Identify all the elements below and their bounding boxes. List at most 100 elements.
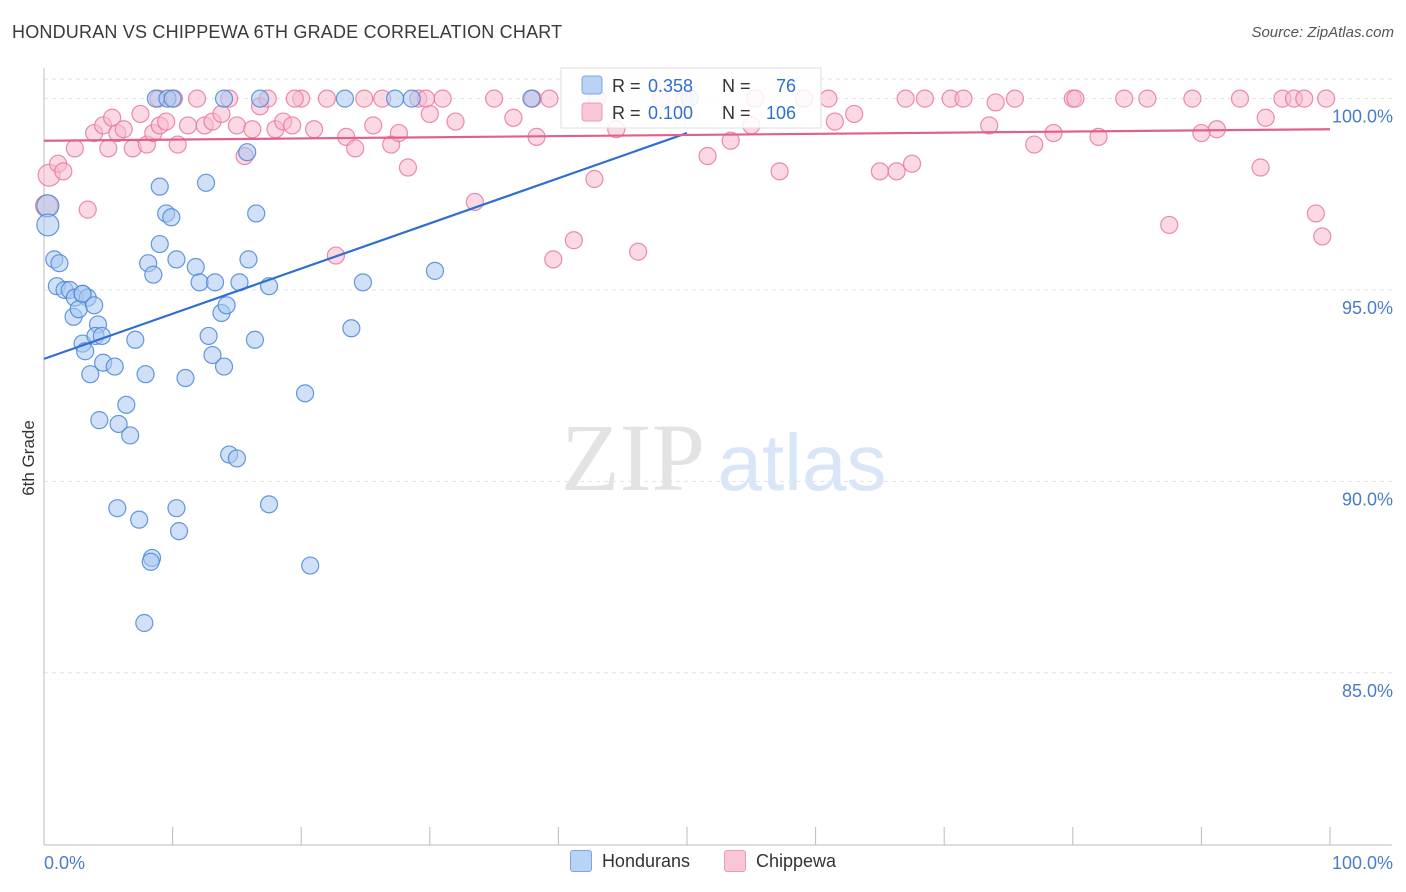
watermark: ZIP atlas: [561, 404, 886, 511]
legend-swatch-hondurans: [569, 850, 592, 872]
stats-box-background: [560, 67, 822, 129]
chippewa-point: [283, 116, 302, 135]
hondurans-point: [109, 414, 128, 434]
chippewa-point: [887, 162, 906, 181]
chippewa-point: [896, 89, 915, 108]
chippewa-point: [1256, 108, 1275, 127]
legend-item-hondurans[interactable]: Hondurans: [569, 850, 690, 872]
hondurans-point: [169, 522, 189, 541]
chippewa-trend-line: [43, 128, 1331, 142]
y-tick-label-85: 85.0%: [1342, 681, 1393, 701]
chippewa-point: [99, 139, 118, 158]
hondurans-point: [121, 426, 140, 445]
gridlines: [44, 78, 1392, 674]
chippewa-point: [212, 104, 231, 124]
chippewa-point: [398, 158, 418, 177]
chippewa-point: [986, 93, 1005, 112]
hondurans-point: [522, 89, 541, 108]
chippewa-point: [1230, 89, 1250, 108]
chippewa-point: [504, 108, 523, 127]
hondurans-point: [81, 365, 100, 384]
y-tick-label-95: 95.0%: [1342, 298, 1393, 318]
legend: Hondurans Chippewa: [0, 850, 1406, 872]
chippewa-point: [819, 89, 838, 108]
source-label: Source: ZipAtlas.com: [1251, 24, 1394, 41]
chippewa-point: [485, 89, 504, 108]
hondurans-point: [250, 89, 270, 108]
chippewa-point: [187, 89, 207, 108]
chippewa-point: [1183, 89, 1202, 108]
chippewa-point: [157, 112, 176, 131]
chippewa-point: [433, 89, 452, 108]
hondurans-point: [163, 89, 182, 108]
chippewa-point: [243, 120, 262, 139]
stats-r-label-blue: R =: [612, 76, 641, 96]
chippewa-point: [1066, 89, 1085, 108]
hondurans-point: [227, 449, 246, 468]
hondurans-point: [162, 208, 181, 227]
chart-title: HONDURAN VS CHIPPEWA 6TH GRADE CORRELATI…: [12, 22, 563, 42]
chippewa-point: [78, 200, 97, 219]
chippewa-point: [364, 116, 383, 135]
legend-label-hondurans: Hondurans: [601, 850, 690, 871]
hondurans-point: [214, 357, 234, 376]
stats-n-label-pink: N =: [722, 103, 751, 123]
chippewa-point: [770, 162, 789, 181]
y-tick-labels: 85.0% 90.0% 95.0% 100.0%: [1332, 107, 1393, 701]
chippewa-point: [1025, 135, 1044, 154]
chippewa-point: [420, 104, 439, 124]
chippewa-point: [544, 250, 563, 269]
y-axis-label: 6th Grade: [19, 420, 38, 496]
chippewa-point: [54, 162, 73, 181]
chippewa-point: [1251, 158, 1270, 177]
chippewa-point: [285, 89, 304, 108]
hondurans-point: [108, 499, 127, 518]
hondurans-point: [130, 510, 149, 529]
chippewa-point: [355, 89, 374, 108]
hondurans-point: [385, 89, 405, 108]
x-tick-label-max: 100.0%: [1332, 853, 1393, 873]
chippewa-point: [564, 231, 583, 250]
hondurans-point: [167, 250, 186, 269]
chippewa-point: [698, 146, 717, 166]
chippewa-point: [1317, 89, 1336, 108]
hondurans-point: [238, 143, 257, 162]
hondurans-point: [190, 273, 209, 292]
chippewa-point: [870, 162, 890, 181]
hondurans-points: [36, 89, 699, 633]
hondurans-point: [141, 552, 160, 571]
stats-n-label-blue: N =: [722, 76, 751, 96]
chippewa-point: [389, 123, 409, 143]
hondurans-point: [295, 384, 315, 403]
chippewa-point: [1192, 123, 1211, 143]
hondurans-point: [217, 296, 236, 315]
chippewa-point: [902, 154, 922, 173]
hondurans-point: [135, 613, 154, 633]
hondurans-point: [150, 177, 169, 196]
chippewa-point: [1089, 127, 1108, 146]
legend-item-chippewa[interactable]: Chippewa: [724, 850, 836, 872]
chippewa-point: [178, 116, 198, 135]
stats-n-value-blue: 76: [776, 76, 796, 96]
stats-box: R = 0.358 N = 76 R = 0.100 N = 106: [560, 67, 822, 129]
hondurans-point: [50, 254, 69, 273]
stats-r-value-blue: 0.358: [648, 76, 693, 96]
hondurans-point: [73, 284, 92, 303]
chippewa-point: [540, 89, 559, 108]
hondurans-point: [402, 89, 421, 108]
y-tick-label-90: 90.0%: [1342, 489, 1393, 509]
hondurans-point: [247, 204, 266, 223]
hondurans-point: [69, 300, 88, 319]
chippewa-point: [1306, 204, 1325, 223]
chippewa-point: [1295, 89, 1314, 108]
watermark-atlas: atlas: [718, 418, 887, 507]
chippewa-point: [825, 112, 844, 131]
chippewa-point: [114, 120, 133, 139]
chippewa-point: [845, 104, 864, 124]
chippewa-point: [1005, 89, 1025, 108]
hondurans-point: [85, 296, 104, 315]
hondurans-point: [136, 365, 155, 384]
x-tick-label-min: 0.0%: [44, 853, 85, 873]
y-tick-label-100: 100.0%: [1332, 107, 1393, 127]
